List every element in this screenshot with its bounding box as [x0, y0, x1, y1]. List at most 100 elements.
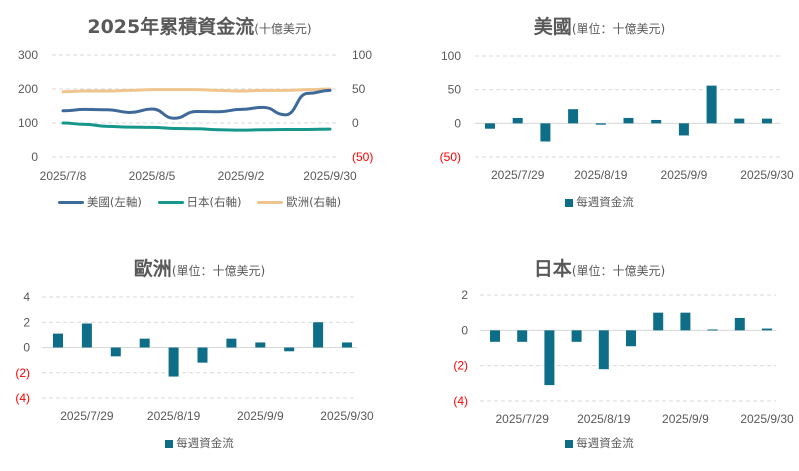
bar: [595, 123, 606, 125]
chart-title-unit: (單位：十億美元): [171, 264, 266, 278]
bar: [706, 85, 717, 124]
y-tick-label: 2: [23, 315, 30, 329]
bar: [313, 322, 324, 348]
bar-plot-area: (4) (2) 0 2 2025/7/29 2025/8/19 2025/9/9 2025/9…: [453, 288, 794, 426]
bar: [81, 323, 92, 348]
y-left-tick-label: 100: [18, 116, 38, 130]
legend-swatch: [165, 439, 174, 448]
chart-title-main: 2025年累積資金流: [87, 16, 255, 38]
chart-legend: 每週資金流: [400, 435, 799, 451]
chart-title-main: 美國: [533, 16, 572, 38]
y-right-tick-label: (50): [352, 150, 373, 164]
bar: [598, 330, 609, 370]
chart-title-main: 日本: [533, 258, 572, 280]
y-tick-label: (50): [440, 150, 461, 164]
bar: [544, 330, 555, 386]
bar: [284, 347, 295, 352]
y-tick-label: (4): [15, 391, 30, 405]
bar: [762, 118, 772, 124]
y-tick-label: 100: [441, 49, 461, 63]
y-right-tick-label: 0: [352, 116, 359, 130]
y-tick-label: 4: [23, 290, 30, 304]
japan-weekly-flow-chart: 日本(單位：十億美元) (4) (2) 0 2 2025/7/29 2025/8/19 20…: [400, 240, 799, 471]
x-tick-label: 2025/8/19: [147, 409, 201, 423]
europe-weekly-flow-chart: 歐洲(單位：十億美元) (4) (2) 0 2 4 2025/7/29 2025/8/19 2…: [0, 240, 399, 471]
chart-legend: 每週資金流: [400, 194, 799, 210]
x-tick-label: 2025/9/9: [237, 409, 284, 423]
legend-item-us: 美國(左軸): [57, 195, 142, 209]
legend-swatch: [565, 439, 574, 448]
x-tick-label: 2025/9/30: [320, 409, 374, 423]
line-plot-area: 0 100 200 300 (50) 0 50 100 2025/7/8 2025/8/5 2025…: [18, 48, 373, 183]
chart-title-main: 歐洲: [133, 258, 172, 280]
series-line-us: [61, 88, 332, 120]
bar: [651, 119, 662, 124]
x-tick-label: 2025/7/29: [496, 412, 550, 426]
y-tick-label: (2): [453, 359, 468, 373]
legend-label: 每週資金流: [576, 195, 634, 209]
y-tick-label: 50: [448, 83, 462, 97]
bar: [734, 118, 745, 124]
series-line-europe: [61, 87, 332, 94]
bar: [653, 312, 664, 331]
bar: [139, 338, 150, 348]
x-tick-label: 2025/8/19: [574, 168, 628, 182]
bar: [512, 117, 523, 124]
x-tick-label: 2025/9/30: [740, 412, 794, 426]
bar: [678, 123, 689, 136]
x-tick-label: 2025/7/29: [60, 409, 114, 423]
x-tick-label: 2025/9/9: [662, 412, 709, 426]
y-tick-label: 0: [461, 323, 468, 337]
y-right-tick-label: 100: [352, 48, 372, 62]
bar: [226, 338, 237, 348]
legend-swatch: [257, 201, 284, 204]
x-tick-label: 2025/9/30: [303, 169, 357, 183]
bar: [626, 330, 636, 347]
y-tick-label: 0: [454, 116, 461, 130]
chart-title-unit: (單位：十億美元): [571, 22, 666, 36]
x-tick-label: 2025/9/30: [740, 168, 794, 182]
bar: [734, 317, 745, 331]
legend-item-japan: 日本(右軸): [157, 195, 241, 209]
legend-label: 每週資金流: [576, 436, 634, 450]
bar: [255, 342, 266, 348]
chart-title: 2025年累積資金流(十億美元): [0, 12, 399, 39]
bar: [168, 347, 179, 377]
legend-label: 歐洲(右軸): [286, 195, 342, 209]
x-tick-label: 2025/7/8: [40, 169, 87, 183]
bar: [342, 342, 352, 348]
y-tick-label: 0: [23, 341, 30, 355]
legend-label: 美國(左軸): [86, 195, 142, 209]
cumulative-flow-chart: 2025年累積資金流(十億美元) 0 100 200 300 (50) 0 50 100 202…: [0, 0, 399, 231]
bar: [485, 123, 495, 129]
bar: [680, 312, 691, 331]
legend-swatch: [565, 198, 574, 207]
y-tick-label: (4): [453, 394, 468, 408]
bar: [110, 347, 121, 357]
x-tick-label: 2025/7/29: [491, 168, 545, 182]
chart-legend: 美國(左軸) 日本(右軸) 歐洲(右軸): [0, 194, 399, 210]
chart-title: 美國(單位：十億美元): [400, 12, 799, 39]
bar: [517, 330, 528, 342]
bar: [490, 330, 500, 342]
chart-title: 日本(單位：十億美元): [400, 254, 799, 281]
chart-title: 歐洲(單位：十億美元): [0, 254, 399, 281]
bar: [53, 333, 63, 348]
bar: [197, 347, 208, 363]
y-left-tick-label: 0: [31, 150, 38, 164]
y-right-tick-label: 50: [352, 82, 366, 96]
bar: [707, 329, 718, 331]
chart-legend: 每週資金流: [0, 435, 399, 451]
bar-plot-area: (4) (2) 0 2 4 2025/7/29 2025/8/19 2025/9/9 2025/…: [15, 290, 374, 423]
legend-label: 每週資金流: [176, 436, 234, 450]
y-left-tick-label: 300: [18, 48, 38, 62]
bar: [571, 330, 582, 342]
x-tick-label: 2025/9/2: [218, 169, 265, 183]
y-tick-label: 2: [461, 288, 468, 302]
x-tick-label: 2025/8/5: [129, 169, 176, 183]
legend-item-europe: 歐洲(右軸): [257, 195, 341, 209]
chart-title-unit: (單位：十億美元): [571, 264, 666, 278]
bar-plot-area: (50) 0 50 100 2025/7/29 2025/8/19 2025/9/9 2025…: [440, 49, 794, 182]
legend-swatch: [57, 201, 84, 204]
chart-title-unit: (十億美元): [254, 22, 312, 36]
